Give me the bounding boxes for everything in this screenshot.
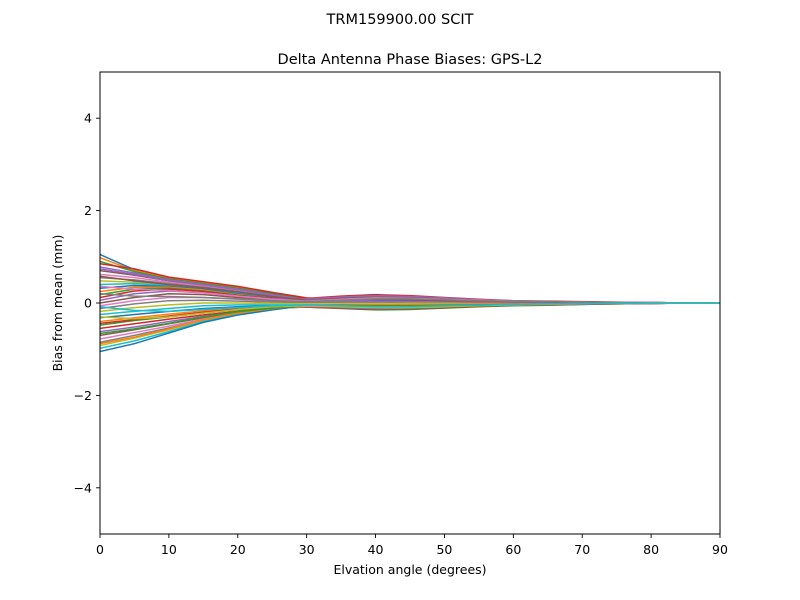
x-tick-label: 80 — [643, 542, 659, 557]
x-axis-label: Elvation angle (degrees) — [333, 562, 486, 577]
y-axis-label: Bias from mean (mm) — [50, 235, 65, 372]
y-tick-label: −2 — [74, 388, 92, 403]
x-tick-label: 30 — [299, 542, 315, 557]
y-tick-label: −4 — [74, 480, 92, 495]
series-line-40 — [100, 302, 720, 313]
x-tick-label: 70 — [574, 542, 590, 557]
figure-suptitle: TRM159900.00 SCIT — [326, 12, 474, 28]
series-line-38 — [100, 293, 720, 304]
x-tick-label: 60 — [505, 542, 521, 557]
x-tick-label: 10 — [161, 542, 177, 557]
chart-title: Delta Antenna Phase Biases: GPS-L2 — [278, 52, 543, 68]
x-tick-label: 50 — [436, 542, 452, 557]
y-tick-label: 4 — [84, 111, 92, 126]
y-axis: −4 −2 0 2 4 — [74, 111, 100, 495]
x-axis: 0 10 20 30 40 50 60 70 80 90 — [96, 534, 728, 557]
series-group — [100, 253, 720, 353]
x-tick-label: 0 — [96, 542, 104, 557]
y-tick-label: 0 — [84, 296, 92, 311]
x-tick-label: 90 — [712, 542, 728, 557]
x-tick-label: 20 — [230, 542, 246, 557]
x-tick-label: 40 — [368, 542, 384, 557]
y-tick-label: 2 — [84, 203, 92, 218]
